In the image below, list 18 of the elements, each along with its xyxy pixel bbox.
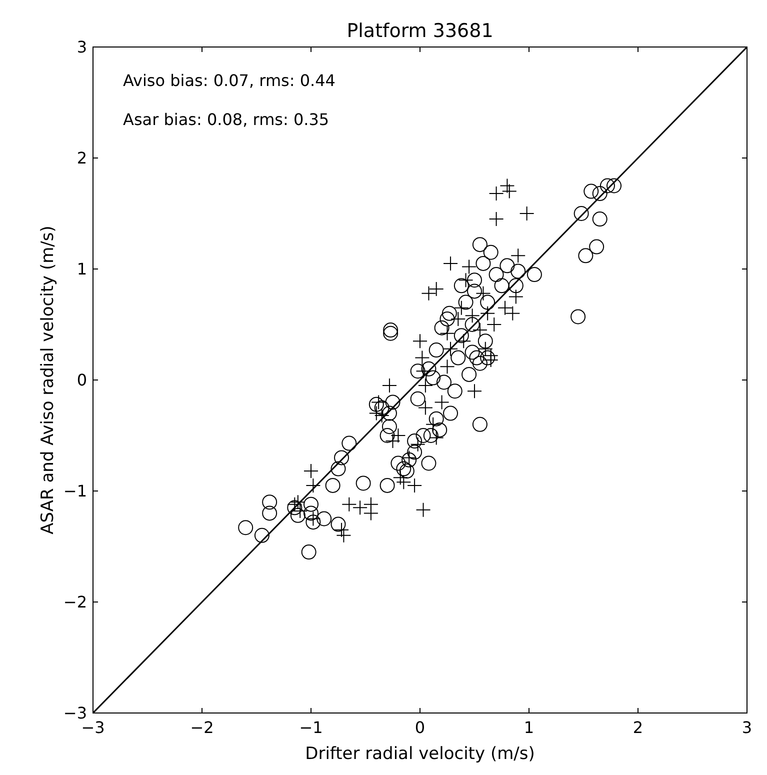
y-tick-label: −1 [63,482,87,501]
y-tick-label: 2 [76,148,87,168]
x-tick-label: −2 [190,718,214,737]
y-tick-label: 0 [76,370,87,390]
annotation: Asar bias: 0.08, rms: 0.35 [123,110,330,129]
x-tick-label: 1 [524,718,534,737]
x-tick-label: 2 [632,718,644,737]
x-axis-title: Drifter radial velocity (m/s) [305,744,535,764]
y-tick-label: 3 [76,38,87,57]
y-axis-title: ASAR and Aviso radial velocity (m/s) [38,226,58,534]
chart-title: Platform 33681 [346,20,494,42]
annotation: Aviso bias: 0.07, rms: 0.44 [123,71,336,90]
y-tick-label: −2 [63,592,87,612]
x-tick-label: 0 [414,718,426,737]
x-tick-label: −1 [299,718,323,737]
y-tick-label: −3 [63,704,87,723]
x-tick-label: 3 [742,718,752,737]
y-tick-label: 1 [76,260,87,279]
